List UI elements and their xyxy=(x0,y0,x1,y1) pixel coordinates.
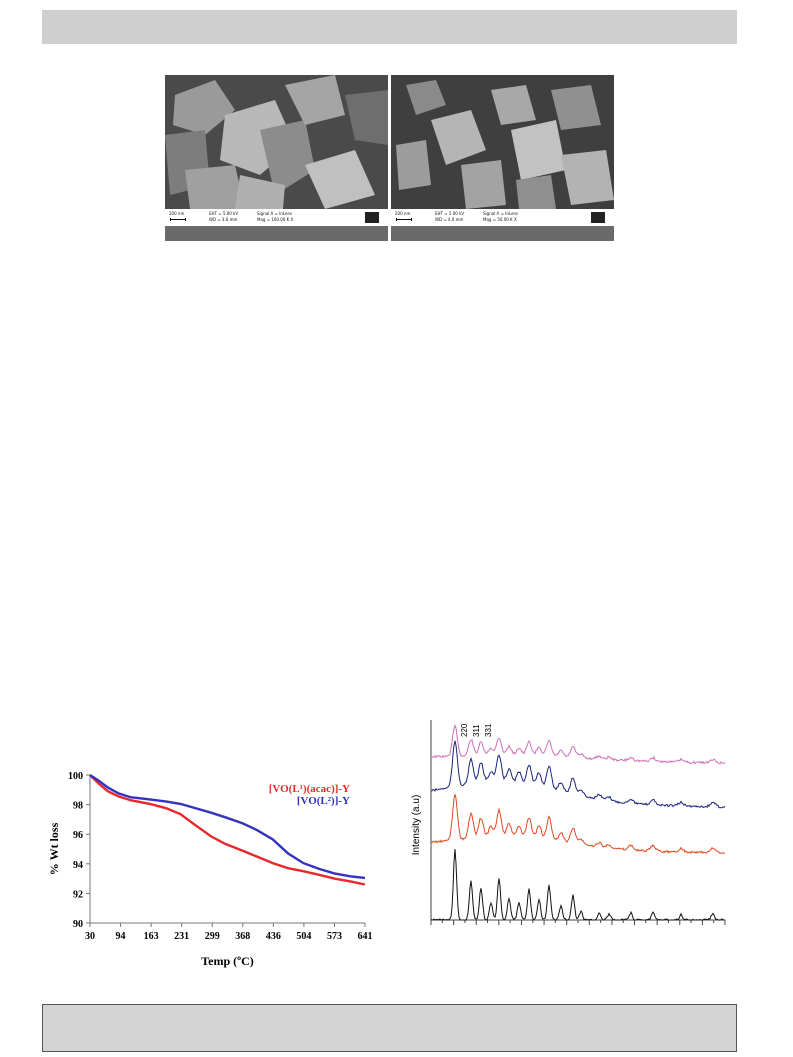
x-tick-label: 30 xyxy=(85,931,95,942)
y-axis-title: Intensity (a.u) xyxy=(411,795,422,856)
scale-label: 200 nm xyxy=(395,211,411,216)
y-axis-title: % Wt loss xyxy=(47,822,61,875)
y-tick-label: 90 xyxy=(73,919,83,930)
scale-bar xyxy=(170,218,186,221)
sem-info-bar: 200 nm EHT = 5.00 kV WD = 3.6 mm Signal … xyxy=(165,209,388,226)
peak-label-220: 220 xyxy=(460,723,469,737)
xrd-pattern-1 xyxy=(430,724,726,765)
xrd-chart-svg: Intensity (a.u) 220 311 331 xyxy=(411,720,726,925)
xrd-pattern-3 xyxy=(430,794,726,855)
wd-label: WD = 4.0 mm xyxy=(435,217,464,222)
scale-bar xyxy=(396,218,412,221)
zeiss-logo xyxy=(591,212,605,223)
x-tick-label: 641 xyxy=(358,931,373,942)
x-tick-label: 163 xyxy=(144,931,159,942)
signal-label: Signal A = InLens xyxy=(483,211,519,216)
x-tick-label: 94 xyxy=(116,931,126,942)
x-tick-label: 368 xyxy=(235,931,250,942)
y-tick-label: 92 xyxy=(73,889,83,900)
x-axis-title: Temp (ºC) xyxy=(201,954,254,968)
eht-label: EHT = 5.00 kV xyxy=(435,211,465,216)
sem-image-left: 200 nm EHT = 5.00 kV WD = 3.6 mm Signal … xyxy=(165,75,388,241)
xrd-pattern-2 xyxy=(431,740,726,809)
x-tick-label: 573 xyxy=(327,931,342,942)
mag-label: Mag = 50.00 K X xyxy=(483,217,517,222)
x-tick-label: 504 xyxy=(296,931,311,942)
xrd-pattern-4 xyxy=(430,849,725,921)
xrd-chart: Intensity (a.u) 220 311 331 xyxy=(405,715,735,935)
y-tick-label: 96 xyxy=(73,830,83,841)
caption-box xyxy=(42,1004,737,1052)
wd-label: WD = 3.6 mm xyxy=(209,217,238,222)
y-tick-label: 98 xyxy=(73,801,83,812)
peak-label-331: 331 xyxy=(484,723,493,737)
tga-chart-svg: 90 92 94 96 98 100 30 94 163 231 299 368 436 504 573 64… xyxy=(47,771,373,968)
x-tick-label: 231 xyxy=(174,931,189,942)
series-line-2 xyxy=(89,773,366,880)
eht-label: EHT = 5.00 kV xyxy=(209,211,239,216)
scale-label: 200 nm xyxy=(169,211,185,216)
x-tick-label: 299 xyxy=(205,931,220,942)
peak-label-311: 311 xyxy=(472,724,481,737)
series-line-1 xyxy=(89,774,366,886)
sem-image-right: 200 nm EHT = 5.00 kV WD = 4.0 mm Signal … xyxy=(391,75,614,241)
y-tick-label: 94 xyxy=(73,860,83,871)
sem-micrograph-left xyxy=(165,75,388,241)
mag-label: Mag = 100.00 K X xyxy=(257,217,294,222)
header-bar xyxy=(42,10,737,44)
signal-label: Signal A = InLens xyxy=(257,211,293,216)
sem-info-bar: 200 nm EHT = 5.00 kV WD = 4.0 mm Signal … xyxy=(391,209,614,226)
legend-entry-2: [VO(L²)]-Y xyxy=(297,795,350,807)
legend-entry-1: [VO(L¹)(acac)]-Y xyxy=(269,783,350,795)
zeiss-logo xyxy=(365,212,379,223)
x-tick-label: 436 xyxy=(266,931,281,942)
y-tick-label: 100 xyxy=(68,771,83,782)
tga-chart: 90 92 94 96 98 100 30 94 163 231 299 368 436 504 573 64… xyxy=(40,760,390,980)
